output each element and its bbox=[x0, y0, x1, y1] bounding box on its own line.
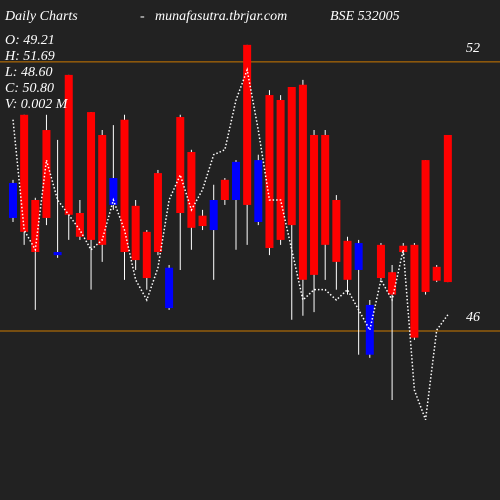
y-tick-label: 46 bbox=[466, 310, 480, 325]
candle-body bbox=[176, 117, 185, 214]
candle-body bbox=[254, 160, 263, 222]
candle-body bbox=[421, 160, 430, 292]
candle-body bbox=[276, 100, 285, 240]
candle-body bbox=[53, 252, 62, 256]
candle-body bbox=[243, 44, 252, 205]
candle-body bbox=[354, 243, 363, 270]
candle-body bbox=[232, 161, 240, 200]
summary-line: C: 50.80 bbox=[5, 81, 54, 96]
average-line bbox=[12, 67, 449, 420]
candle-body bbox=[165, 267, 174, 309]
candle-body bbox=[142, 231, 151, 279]
candle-body bbox=[399, 245, 408, 253]
candle-body bbox=[9, 182, 17, 218]
candle-body bbox=[432, 266, 441, 281]
candle-body bbox=[365, 304, 374, 355]
candle-body bbox=[310, 134, 319, 275]
candle-body bbox=[20, 114, 29, 232]
summary-line: H: 51.69 bbox=[4, 49, 55, 64]
candle-body bbox=[75, 213, 84, 237]
candle-body bbox=[98, 134, 107, 245]
candle-body bbox=[332, 200, 341, 262]
candle-body bbox=[410, 244, 419, 338]
y-tick-label: 52 bbox=[466, 41, 480, 56]
candle-body bbox=[198, 215, 207, 227]
summary: O: 49.21H: 51.69L: 48.60C: 50.80V: 0.002… bbox=[4, 33, 69, 112]
candle-body bbox=[343, 240, 352, 280]
summary-line: V: 0.002 M bbox=[5, 97, 69, 112]
candle-body bbox=[87, 112, 96, 240]
summary-line: O: 49.21 bbox=[5, 33, 55, 48]
candle-body bbox=[209, 200, 218, 231]
candle-body bbox=[131, 205, 140, 261]
symbol: BSE 532005 bbox=[330, 9, 400, 24]
separator: - bbox=[140, 9, 145, 24]
candle-body bbox=[31, 200, 40, 253]
candle-body bbox=[220, 179, 229, 200]
plot bbox=[9, 44, 452, 420]
candle-body bbox=[42, 130, 51, 218]
candle-body bbox=[109, 178, 118, 205]
candle-body bbox=[187, 152, 196, 228]
candle-body bbox=[153, 173, 162, 253]
candle-body bbox=[376, 244, 385, 279]
candle-body bbox=[321, 134, 330, 245]
source: munafasutra.tbrjar.com bbox=[155, 9, 287, 24]
candle-body bbox=[64, 74, 73, 215]
candle-body bbox=[443, 134, 452, 283]
candle-body bbox=[287, 86, 296, 226]
chart-title: Daily Charts bbox=[4, 9, 78, 24]
candle-body bbox=[120, 119, 129, 253]
candle-body bbox=[388, 272, 397, 295]
summary-line: L: 48.60 bbox=[4, 65, 52, 80]
candle-body bbox=[298, 84, 307, 280]
candle-body bbox=[265, 95, 274, 248]
